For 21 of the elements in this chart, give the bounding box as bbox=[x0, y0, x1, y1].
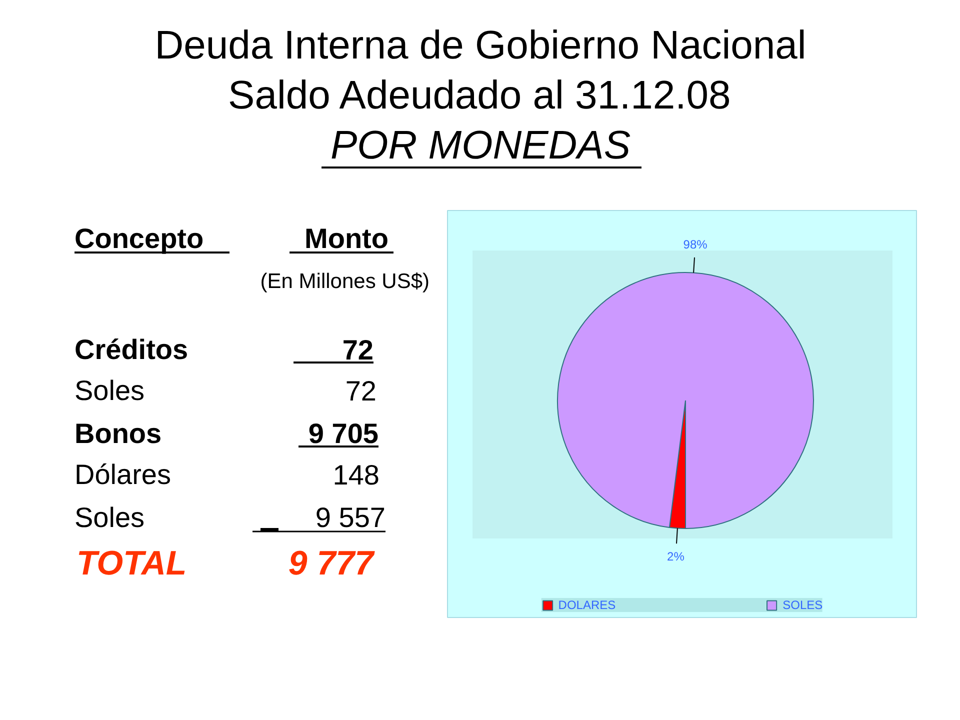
text: Soles bbox=[74, 375, 145, 406]
text: 148 bbox=[332, 460, 380, 490]
text: 9 705 bbox=[308, 418, 379, 449]
text: 9 557 bbox=[315, 502, 386, 533]
legend-label: DOLARES bbox=[558, 598, 616, 612]
text: (En Millones US$) bbox=[260, 270, 430, 293]
text: 9 777 bbox=[288, 544, 376, 582]
text: Dólares bbox=[74, 459, 171, 490]
text: 72 bbox=[345, 376, 377, 406]
data-label: 98% bbox=[683, 238, 708, 252]
legend-label: SOLES bbox=[782, 598, 823, 612]
text: Concepto bbox=[74, 223, 204, 254]
text: 72 bbox=[342, 334, 374, 366]
text: Soles bbox=[74, 502, 145, 533]
text: POR MONEDAS bbox=[330, 124, 631, 168]
text: Créditos bbox=[74, 334, 188, 365]
text: Monto bbox=[304, 223, 388, 254]
data-label: 2% bbox=[667, 549, 685, 564]
text: Deuda Interna de Gobierno Nacional Saldo Adeudado al 31.12.08 bbox=[154, 24, 806, 118]
text: Bonos bbox=[74, 418, 162, 449]
text: TOTAL bbox=[76, 544, 187, 582]
